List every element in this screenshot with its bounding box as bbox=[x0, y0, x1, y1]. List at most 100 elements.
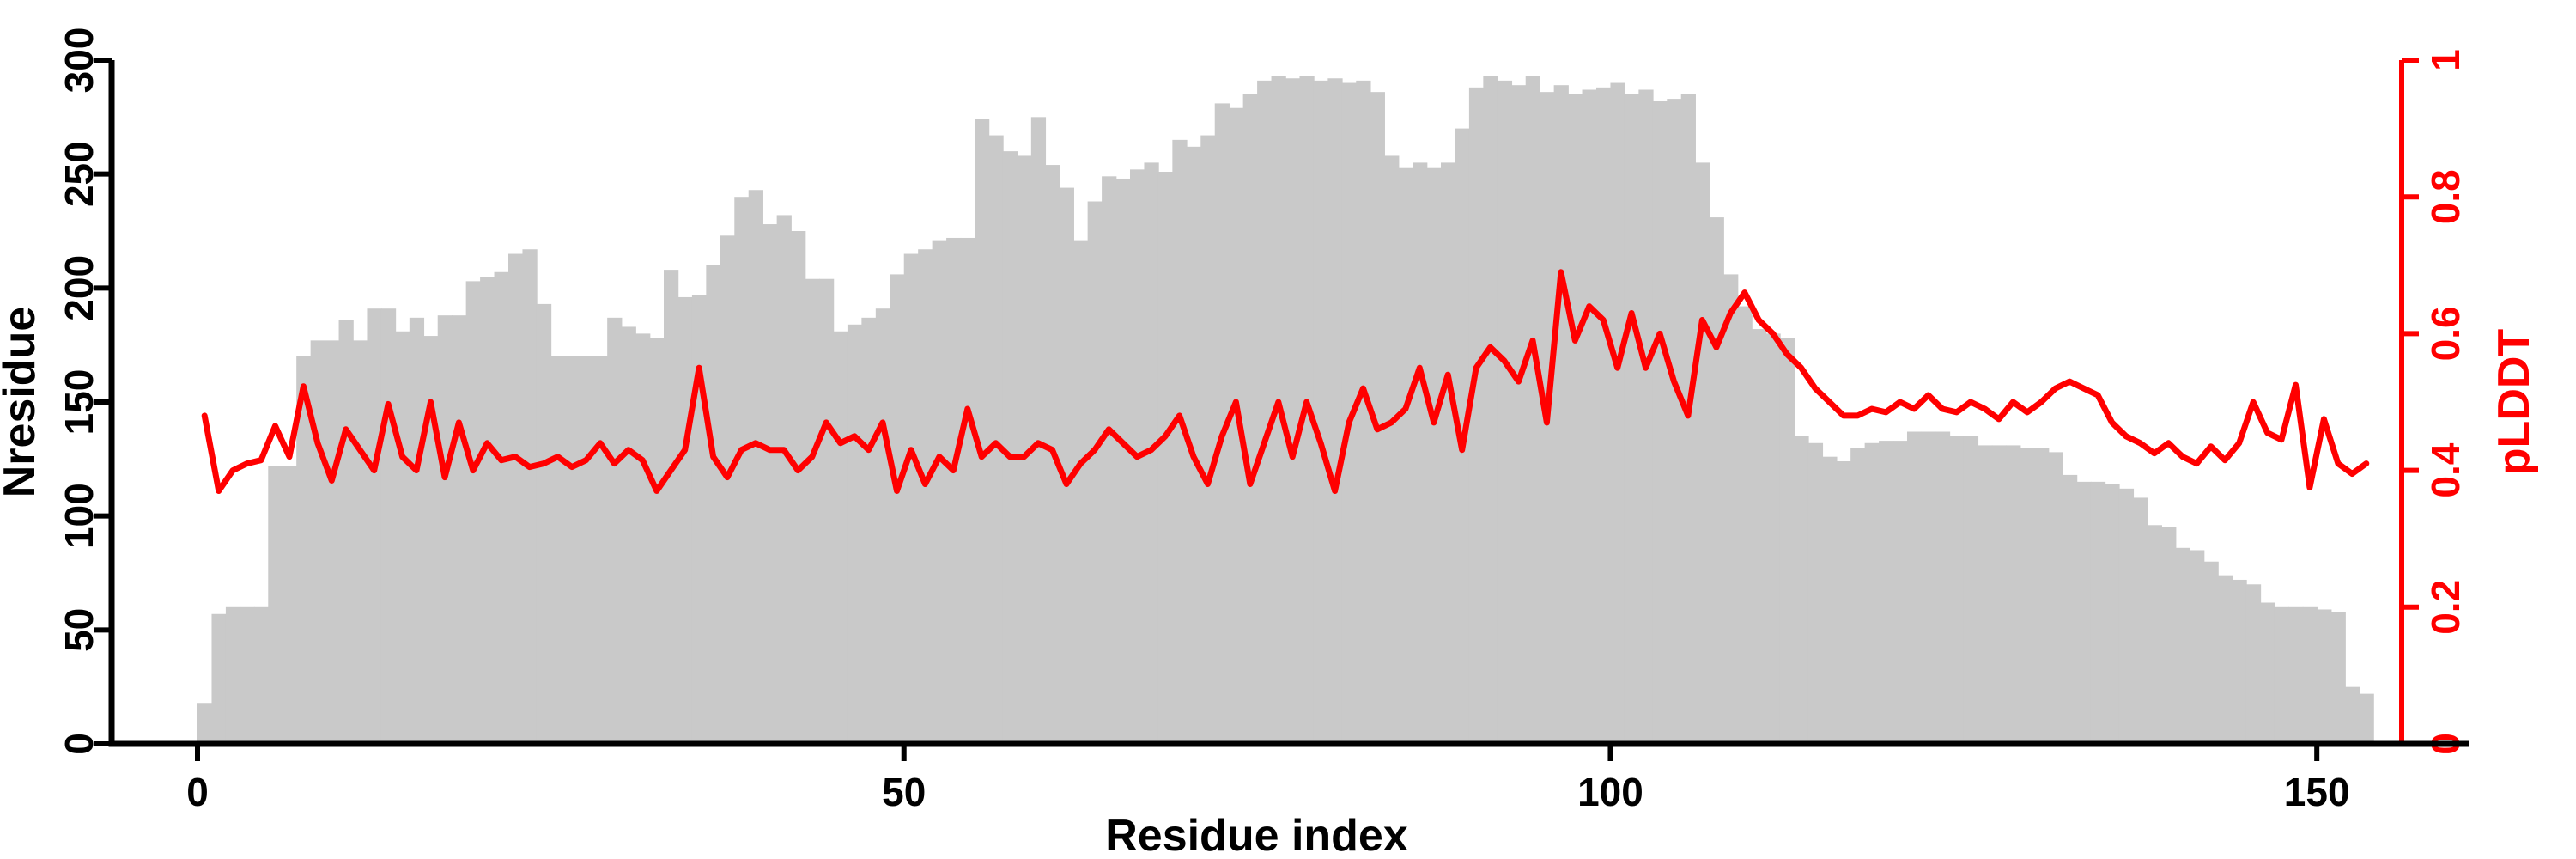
nresidue-bar bbox=[1017, 155, 1032, 744]
nresidue-bar bbox=[805, 278, 820, 745]
nresidue-bar bbox=[1680, 94, 1696, 745]
nresidue-bar bbox=[847, 324, 863, 744]
nresidue-bar bbox=[2076, 481, 2092, 744]
nresidue-bar bbox=[437, 315, 453, 744]
nresidue-bar bbox=[494, 271, 509, 744]
nresidue-bar bbox=[1413, 162, 1428, 744]
nresidue-bar bbox=[1667, 99, 1682, 745]
nresidue-bar bbox=[1059, 187, 1074, 745]
nresidue-bar bbox=[1638, 89, 1654, 745]
nresidue-bar bbox=[720, 235, 736, 744]
nresidue-bar bbox=[395, 331, 410, 744]
nresidue-bar bbox=[1991, 445, 2007, 744]
nresidue-bar bbox=[1906, 431, 1923, 744]
x-axis-tick-label: 100 bbox=[1577, 770, 1643, 814]
right-axis-title: pLDDT bbox=[2489, 329, 2539, 476]
nresidue-bar bbox=[1313, 80, 1329, 744]
right-y-axis: 00.20.40.60.81 bbox=[2399, 49, 2468, 755]
nresidue-bar bbox=[734, 197, 750, 744]
nresidue-bar bbox=[1850, 448, 1866, 744]
nresidue-bar bbox=[211, 613, 227, 744]
nresidue-bar bbox=[353, 340, 368, 744]
nresidue-bar bbox=[282, 466, 297, 744]
nresidue-bar bbox=[1807, 442, 1824, 744]
nresidue-bar bbox=[423, 336, 439, 744]
nresidue-bar bbox=[691, 295, 708, 744]
nresidue-bar bbox=[2302, 606, 2318, 744]
nresidue-bar bbox=[2359, 693, 2374, 744]
nresidue-bar bbox=[564, 356, 580, 744]
nresidue-bar bbox=[1553, 85, 1569, 744]
nresidue-bar bbox=[1525, 76, 1540, 744]
nresidue-bar bbox=[946, 237, 962, 745]
x-axis-tick-label: 0 bbox=[186, 770, 209, 814]
nresidue-bar bbox=[465, 281, 481, 744]
nresidue-bar bbox=[833, 331, 848, 744]
nresidue-bar bbox=[1949, 436, 1965, 744]
nresidue-bar bbox=[225, 606, 241, 744]
nresidue-bar bbox=[592, 356, 608, 744]
nresidue-bar bbox=[536, 303, 552, 744]
nresidue-bar bbox=[748, 190, 763, 745]
nresidue-bar bbox=[861, 317, 877, 744]
nresidue-bar bbox=[2118, 488, 2135, 744]
nresidue-bar bbox=[1002, 151, 1018, 744]
nresidue-bar bbox=[2147, 525, 2162, 744]
nresidue-bar bbox=[2175, 547, 2190, 744]
nresidue-bar bbox=[2203, 561, 2219, 744]
nresidue-bar bbox=[579, 356, 594, 744]
nresidue-bar bbox=[1963, 436, 1979, 744]
nresidue-bar bbox=[1257, 80, 1273, 744]
right-axis-tick-label: 0.8 bbox=[2423, 169, 2468, 224]
nresidue-bar bbox=[1794, 436, 1809, 744]
nresidue-bar bbox=[508, 253, 524, 744]
nresidue-bar bbox=[338, 320, 354, 744]
nresidue-bar bbox=[310, 340, 325, 744]
nresidue-bar bbox=[1652, 101, 1668, 744]
nresidue-bar bbox=[1441, 162, 1456, 744]
nresidue-bar bbox=[1935, 431, 1951, 744]
nresidue-bar bbox=[1511, 85, 1527, 744]
nresidue-bar bbox=[2330, 612, 2346, 744]
nresidue-bar bbox=[1836, 460, 1851, 744]
nresidue-bar bbox=[197, 703, 213, 744]
nresidue-bar bbox=[1426, 167, 1442, 744]
right-axis-tick-label: 0.4 bbox=[2423, 442, 2468, 497]
nresidue-bar bbox=[1285, 78, 1301, 745]
nresidue-bar bbox=[1087, 201, 1103, 744]
left-axis-tick-label: 0 bbox=[57, 733, 101, 755]
nresidue-bar bbox=[1568, 94, 1583, 745]
nresidue-bar bbox=[932, 240, 947, 744]
nresidue-bar bbox=[1370, 92, 1385, 744]
nresidue-bar bbox=[2260, 602, 2275, 744]
x-axis-title: Residue index bbox=[1105, 811, 1408, 859]
nresidue-bar bbox=[1596, 87, 1612, 745]
nresidue-bar bbox=[2020, 448, 2035, 744]
right-axis-tick-label: 0.6 bbox=[2423, 306, 2468, 361]
nresidue-bar bbox=[649, 338, 665, 744]
nresidue-bar bbox=[621, 326, 636, 744]
nresidue-bar bbox=[2133, 497, 2148, 744]
nresidue-bar bbox=[409, 317, 425, 744]
x-axis-tick-label: 150 bbox=[2284, 770, 2350, 814]
nresidue-bar bbox=[635, 333, 651, 744]
nresidue-bar bbox=[1102, 176, 1117, 744]
left-y-axis: 0 50 100 150 200 250 300 bbox=[57, 27, 115, 755]
nresidue-bar bbox=[2345, 686, 2360, 744]
left-axis-tick-label: 250 bbox=[57, 141, 101, 207]
nresidue-bar bbox=[1115, 178, 1131, 745]
left-axis-title: Nresidue bbox=[0, 307, 45, 498]
nresidue-bar bbox=[890, 274, 905, 744]
x-axis: 0 50 100 150 bbox=[108, 740, 2469, 814]
nresidue-bar bbox=[1030, 117, 1047, 744]
nresidue-bar bbox=[2317, 609, 2332, 744]
x-axis-tick-label: 50 bbox=[882, 770, 926, 814]
left-axis-tick-label: 300 bbox=[57, 27, 101, 94]
nresidue-bar bbox=[918, 249, 933, 745]
nresidue-bar bbox=[452, 315, 467, 744]
nresidue-bar bbox=[677, 296, 693, 744]
nresidue-bar bbox=[607, 317, 623, 744]
nresidue-bar bbox=[1468, 87, 1485, 745]
